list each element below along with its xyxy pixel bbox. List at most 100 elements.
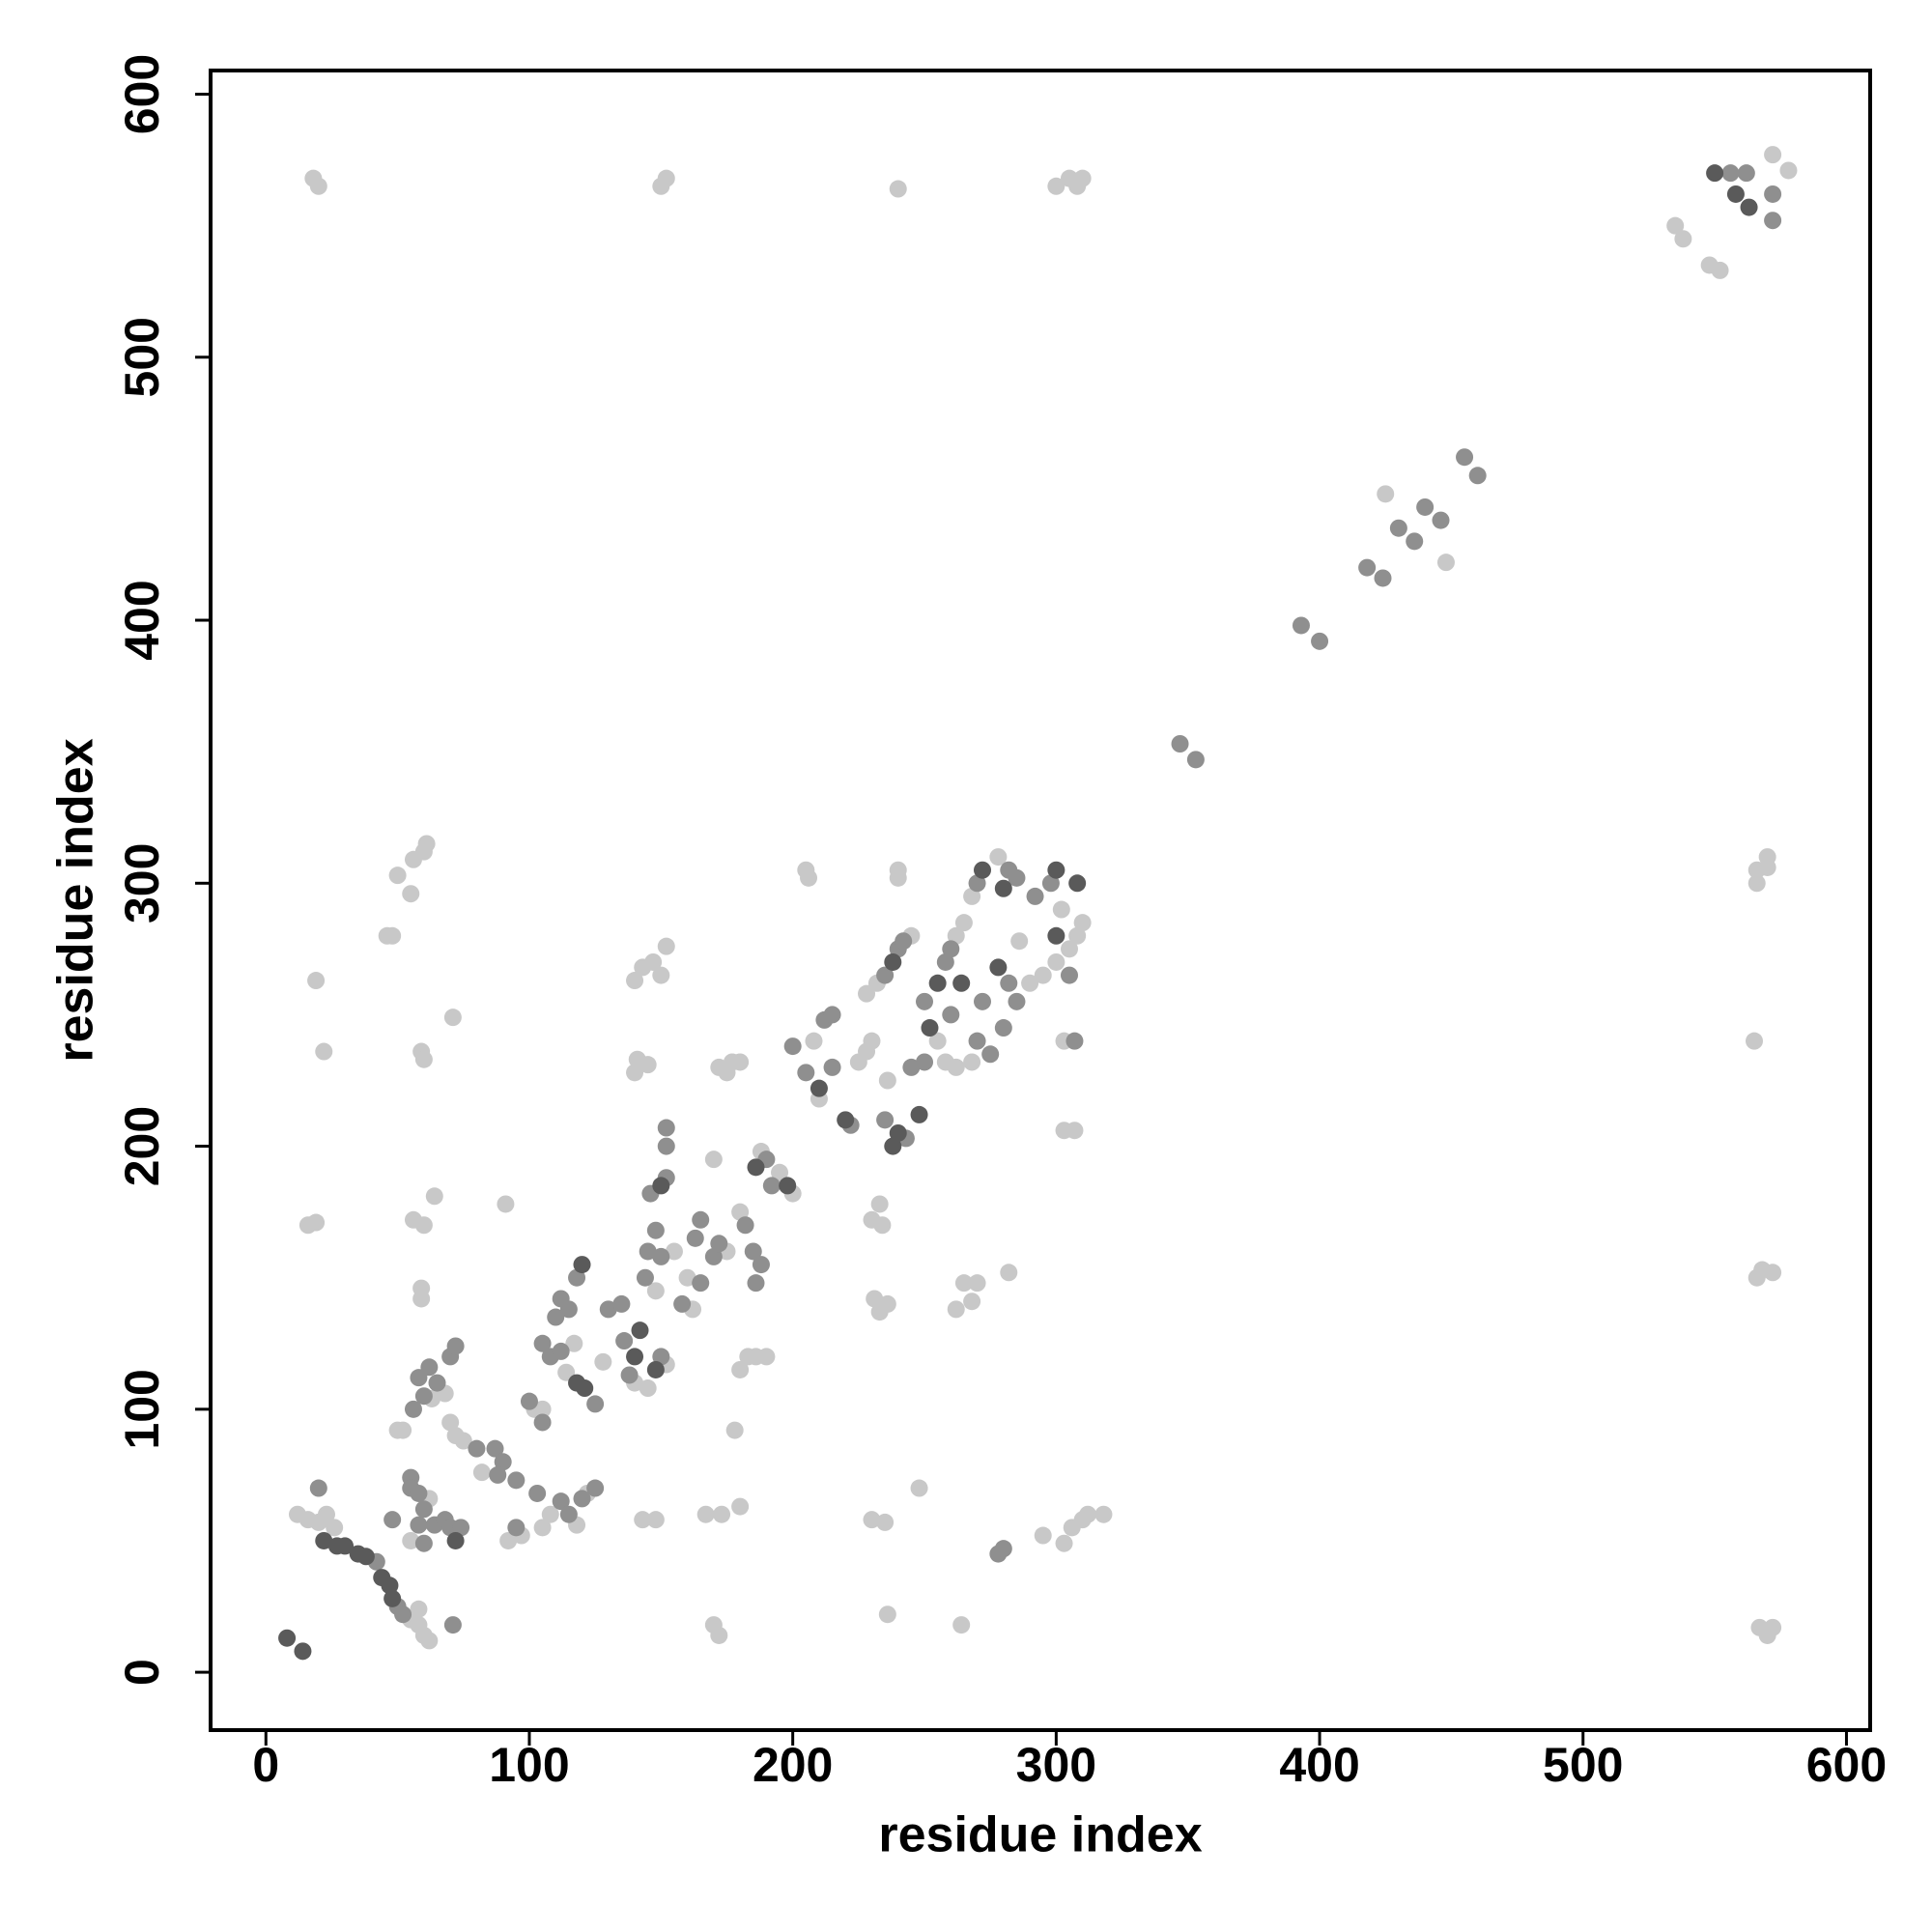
- point: [568, 1268, 586, 1287]
- y-tick-label: 400: [115, 580, 169, 660]
- point: [916, 992, 934, 1010]
- point: [657, 169, 675, 187]
- y-tick-label: 300: [115, 843, 169, 923]
- point: [1764, 185, 1782, 203]
- point: [1292, 616, 1310, 635]
- point: [989, 848, 1008, 867]
- point: [507, 1471, 526, 1490]
- point: [1416, 497, 1435, 516]
- point: [1779, 161, 1798, 180]
- point: [1055, 1534, 1073, 1552]
- point: [573, 1256, 591, 1274]
- point: [657, 1137, 675, 1155]
- point: [615, 1332, 634, 1350]
- point: [954, 1274, 973, 1293]
- point: [1065, 1122, 1084, 1140]
- point: [1737, 164, 1755, 183]
- point: [410, 1516, 428, 1534]
- point: [468, 1439, 486, 1458]
- point: [626, 1348, 644, 1366]
- point: [718, 1064, 736, 1082]
- point: [541, 1505, 559, 1523]
- point: [878, 1605, 896, 1624]
- y-tick-label: 100: [115, 1369, 169, 1449]
- point: [1000, 1264, 1018, 1282]
- point: [646, 1360, 665, 1378]
- point: [952, 974, 971, 992]
- point: [394, 1605, 412, 1624]
- point: [747, 1274, 765, 1293]
- point: [594, 1352, 612, 1371]
- point: [731, 1497, 750, 1516]
- point: [315, 1531, 333, 1549]
- point: [634, 1511, 652, 1529]
- point: [1666, 216, 1685, 235]
- point: [520, 1392, 538, 1410]
- point: [636, 1268, 654, 1287]
- point: [565, 1334, 583, 1352]
- x-tick-label: 300: [1016, 1738, 1096, 1792]
- point: [384, 926, 402, 945]
- point: [1389, 519, 1407, 537]
- point: [974, 992, 992, 1010]
- point: [446, 1337, 465, 1355]
- point: [1041, 874, 1060, 893]
- point: [646, 1282, 665, 1300]
- y-tick-label: 600: [115, 54, 169, 134]
- point: [870, 1303, 889, 1321]
- point: [963, 887, 981, 905]
- point: [533, 1400, 552, 1418]
- point: [921, 1019, 939, 1037]
- point: [652, 1177, 670, 1195]
- point: [876, 1513, 895, 1531]
- point: [952, 1616, 971, 1634]
- point: [414, 1050, 433, 1068]
- point: [779, 1177, 797, 1195]
- point: [910, 1105, 928, 1123]
- point: [394, 1421, 412, 1439]
- point: [404, 1400, 422, 1418]
- x-tick-label: 100: [489, 1738, 569, 1792]
- point: [1711, 261, 1729, 279]
- point: [639, 1379, 657, 1398]
- point: [805, 1032, 823, 1050]
- point: [533, 1413, 552, 1432]
- point: [420, 1358, 439, 1377]
- point: [873, 1216, 892, 1235]
- point: [657, 937, 675, 955]
- point: [414, 1216, 433, 1235]
- point: [644, 952, 663, 971]
- point: [963, 1293, 981, 1311]
- point: [1034, 966, 1052, 984]
- point: [884, 952, 902, 971]
- point: [309, 177, 327, 195]
- point: [981, 1045, 1000, 1064]
- point: [381, 1577, 399, 1595]
- y-axis-label: residue index: [48, 738, 104, 1062]
- point: [974, 861, 992, 879]
- point: [326, 1519, 344, 1537]
- point: [533, 1334, 552, 1352]
- point: [486, 1439, 504, 1458]
- point: [866, 1290, 884, 1308]
- point: [1406, 532, 1424, 551]
- points: [278, 146, 1798, 1661]
- point: [797, 1064, 815, 1082]
- point: [1068, 926, 1087, 945]
- point: [771, 1163, 789, 1181]
- point: [757, 1348, 776, 1366]
- point: [646, 1511, 665, 1529]
- point: [573, 1490, 591, 1508]
- point: [612, 1294, 631, 1313]
- point: [497, 1195, 515, 1213]
- point: [454, 1432, 472, 1450]
- point: [586, 1395, 605, 1413]
- point: [309, 1479, 327, 1497]
- y-tick-label: 0: [115, 1659, 169, 1686]
- point: [1094, 1505, 1113, 1523]
- point: [414, 1500, 433, 1519]
- point: [994, 879, 1012, 897]
- point: [878, 1071, 896, 1090]
- point: [1073, 169, 1092, 187]
